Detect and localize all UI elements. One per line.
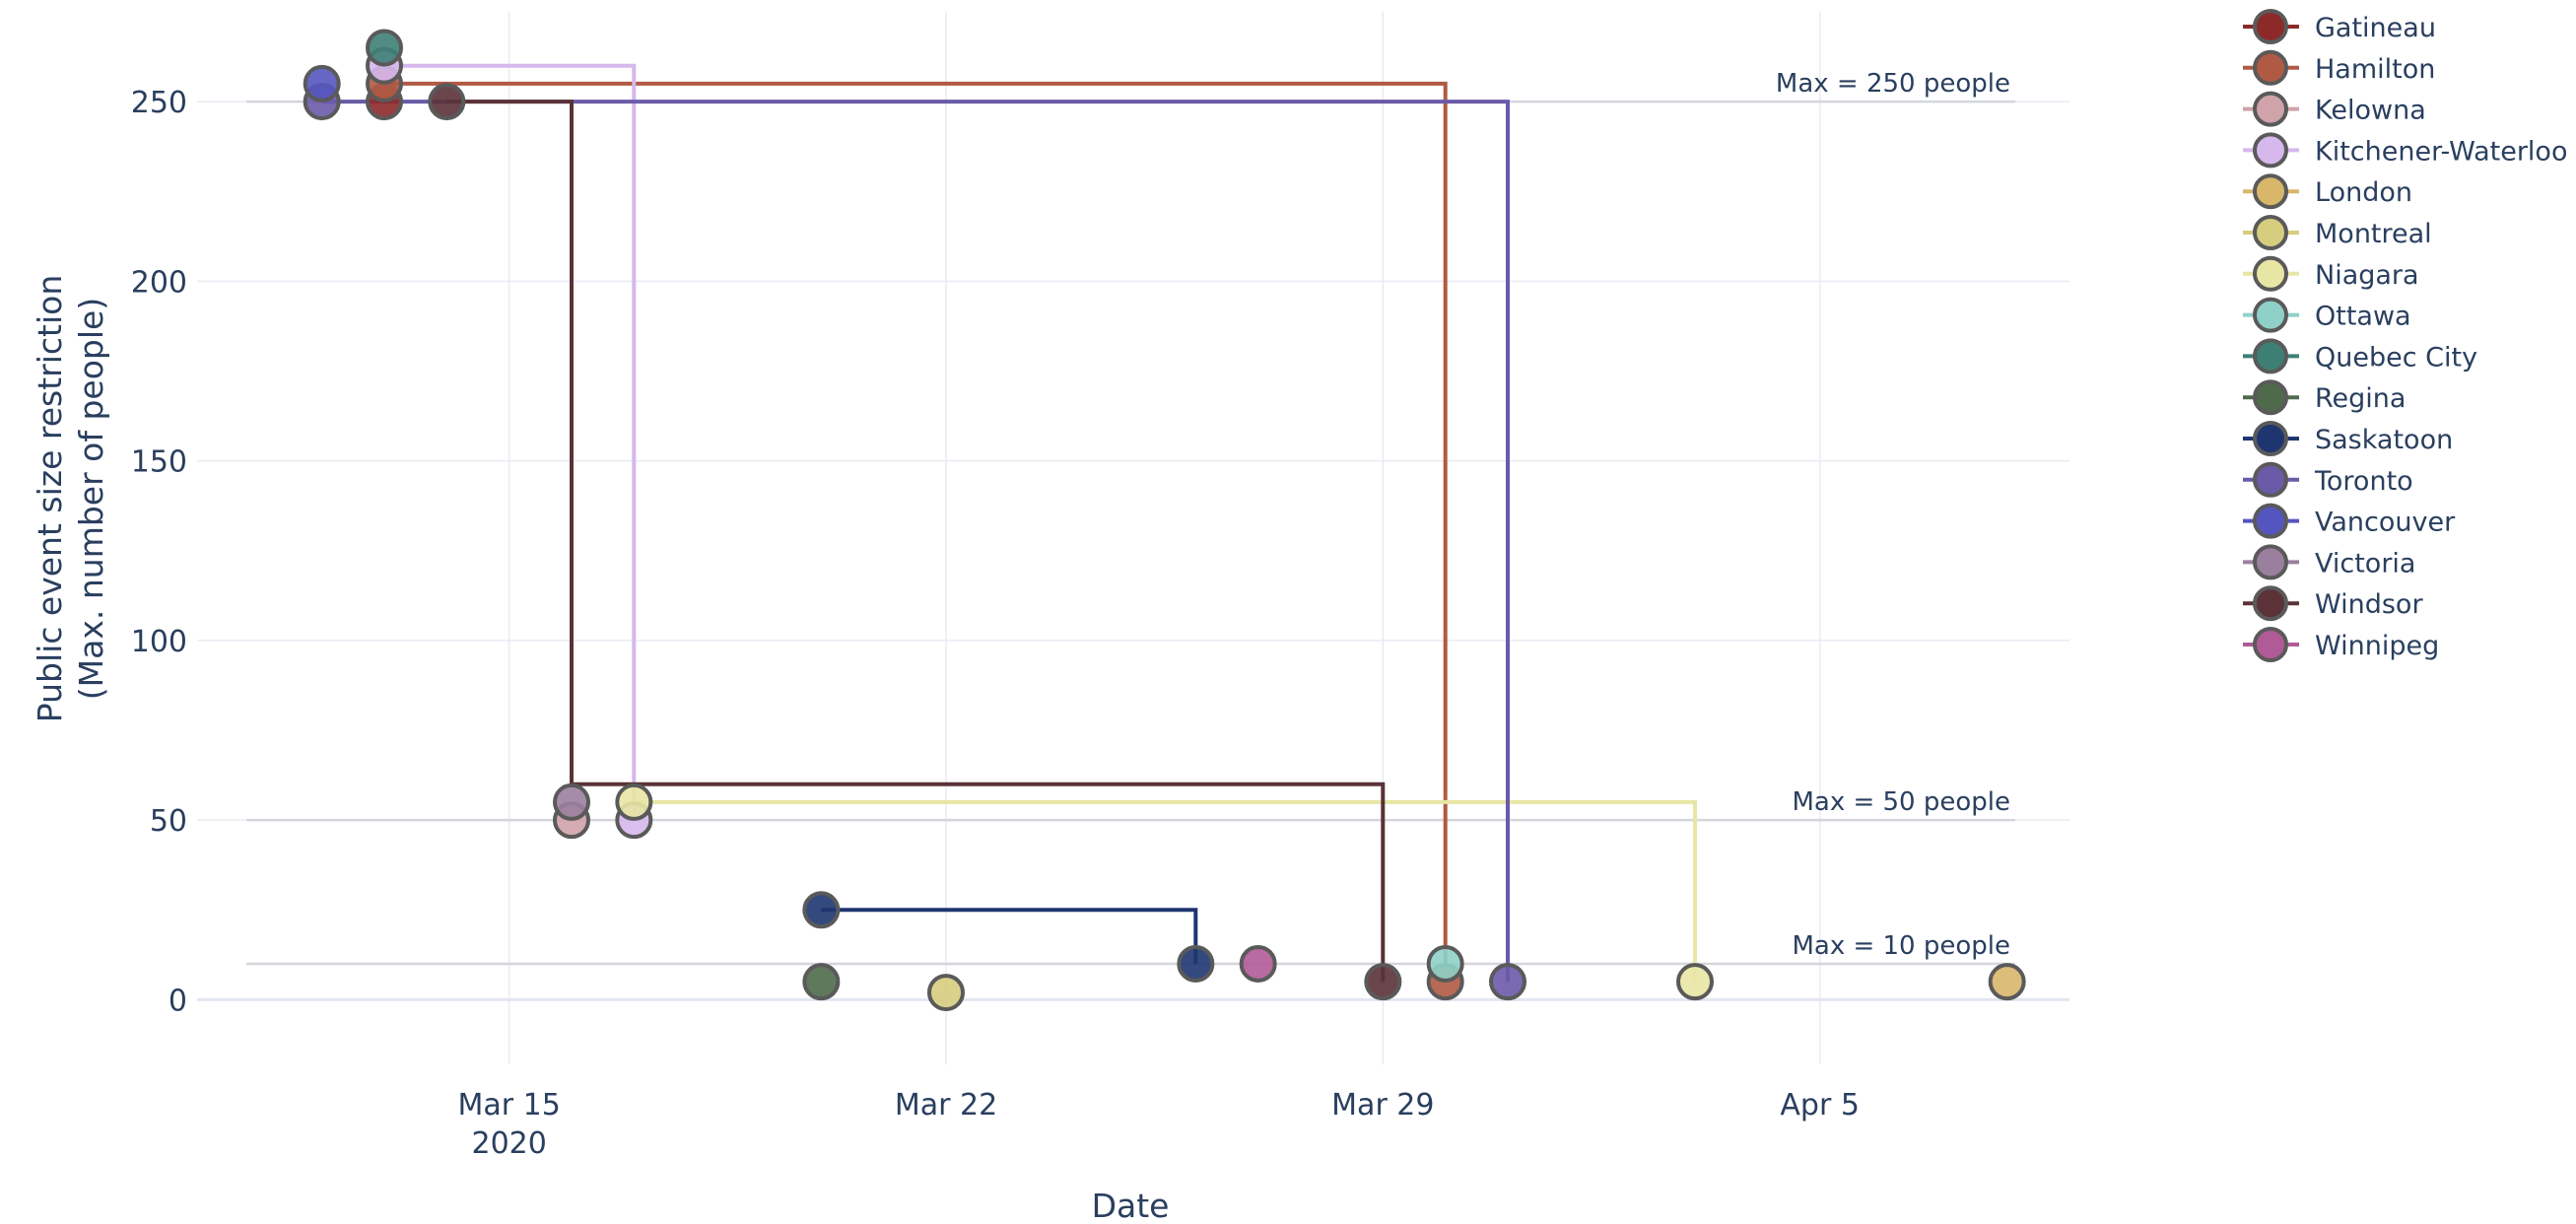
legend-label: Winnipeg <box>2315 631 2439 661</box>
series-line <box>821 908 1198 964</box>
legend-item[interactable]: Niagara <box>2243 255 2419 292</box>
x-tick-label: Mar 15 <box>458 1088 561 1122</box>
legend-label: Quebec City <box>2315 342 2477 373</box>
data-point <box>428 83 466 121</box>
x-axis: Mar 15 2020 Mar 22 Mar 29 Apr 5 <box>458 1088 1860 1161</box>
x-tick-label: Mar 29 <box>1331 1088 1434 1122</box>
legend-item[interactable]: Kitchener-Waterloo <box>2243 132 2567 169</box>
legend-swatch-marker <box>2253 627 2288 662</box>
series-line <box>321 100 1510 983</box>
data-point <box>1426 944 1464 983</box>
legend-swatch-marker <box>2253 49 2288 86</box>
legend-swatch-marker <box>2253 379 2288 416</box>
legend-item[interactable]: London <box>2243 173 2412 210</box>
data-point <box>927 974 965 1012</box>
reference-lines: Max = 250 people Max = 50 people Max = 10 … <box>246 69 2015 966</box>
x-axis-label: Date <box>1092 1187 1170 1224</box>
legend-swatch-marker <box>2253 461 2288 498</box>
legend-swatch-marker <box>2253 132 2288 169</box>
y-tick-label: 0 <box>169 984 187 1018</box>
data-point <box>802 963 841 1001</box>
legend-label: Regina <box>2315 383 2406 414</box>
series-layer <box>303 29 2026 1012</box>
y-axis: 0 50 100 150 200 250 <box>131 86 187 1018</box>
y-axis-label-line: Public event size restriction <box>31 275 69 722</box>
y-tick-label: 100 <box>131 625 187 659</box>
data-point <box>615 782 653 821</box>
data-point <box>366 29 403 67</box>
data-point <box>802 891 841 929</box>
data-point <box>1988 963 2026 1001</box>
data-point <box>1364 963 1402 1001</box>
legend-item[interactable]: Regina <box>2243 379 2406 416</box>
data-point <box>553 782 590 821</box>
legend-item[interactable]: Kelowna <box>2243 91 2426 127</box>
legend-item[interactable]: Vancouver <box>2243 503 2456 539</box>
grid-layer <box>197 12 2069 1064</box>
legend-item[interactable]: Ottawa <box>2243 297 2411 333</box>
legend-label: Saskatoon <box>2315 425 2453 455</box>
legend-item[interactable]: Saskatoon <box>2243 421 2453 456</box>
data-point <box>1676 963 1714 1001</box>
legend-label: Hamilton <box>2315 54 2435 85</box>
legend-label: Victoria <box>2315 548 2415 578</box>
legend-swatch-marker <box>2253 421 2288 456</box>
legend-item[interactable]: Victoria <box>2243 544 2415 580</box>
legend-swatch-marker <box>2253 9 2288 44</box>
series-line <box>446 100 1386 983</box>
y-axis-label-line: (Max. number of people) <box>72 298 110 700</box>
y-tick-label: 150 <box>131 445 187 480</box>
legend-swatch-marker <box>2253 255 2288 292</box>
reference-line-label: Max = 50 people <box>1792 787 2010 817</box>
legend-item[interactable]: Montreal <box>2243 215 2432 250</box>
data-point <box>1177 944 1215 983</box>
y-tick-label: 250 <box>131 86 187 120</box>
legend-label: Toronto <box>2314 466 2413 497</box>
legend-label: Ottawa <box>2315 302 2411 332</box>
legend-swatch-marker <box>2253 544 2288 580</box>
legend-item[interactable]: Winnipeg <box>2243 627 2439 662</box>
reference-line-label: Max = 10 people <box>1792 931 2010 961</box>
x-tick-label: Apr 5 <box>1780 1088 1860 1122</box>
legend-label: Montreal <box>2315 219 2432 249</box>
y-tick-label: 200 <box>131 265 187 300</box>
legend-label: London <box>2315 177 2412 208</box>
data-point <box>303 64 341 102</box>
x-tick-label: Mar 22 <box>895 1088 997 1122</box>
legend-item[interactable]: Hamilton <box>2243 49 2435 86</box>
legend-item[interactable]: Quebec City <box>2243 338 2477 374</box>
data-point <box>1489 963 1526 1001</box>
x-tick-sublabel: 2020 <box>471 1126 546 1161</box>
legend-swatch-marker <box>2253 91 2288 127</box>
legend-item[interactable]: Gatineau <box>2243 9 2436 44</box>
series-line <box>634 799 1697 983</box>
legend-swatch-marker <box>2253 585 2288 622</box>
legend-swatch-marker <box>2253 173 2288 210</box>
reference-line-label: Max = 250 people <box>1776 69 2010 99</box>
legend-item[interactable]: Toronto <box>2243 461 2413 498</box>
data-point <box>1239 944 1277 983</box>
legend-swatch-marker <box>2253 338 2288 374</box>
legend: Gatineau Hamilton Kelowna Kitchener-Waterlo… <box>2243 9 2567 662</box>
series-line <box>384 81 1448 983</box>
legend-swatch-marker <box>2253 215 2288 250</box>
legend-item[interactable]: Windsor <box>2243 585 2423 622</box>
legend-label: Kelowna <box>2315 96 2426 126</box>
legend-swatch-marker <box>2253 297 2288 333</box>
y-tick-label: 50 <box>150 804 187 839</box>
legend-swatch-marker <box>2253 503 2288 539</box>
legend-label: Vancouver <box>2315 508 2456 538</box>
legend-label: Gatineau <box>2315 13 2436 43</box>
legend-label: Kitchener-Waterloo <box>2315 136 2567 167</box>
legend-label: Niagara <box>2315 260 2419 291</box>
series-line <box>384 63 637 821</box>
legend-label: Windsor <box>2315 589 2423 620</box>
y-axis-label: Public event size restriction(Max. numbe… <box>31 275 110 722</box>
